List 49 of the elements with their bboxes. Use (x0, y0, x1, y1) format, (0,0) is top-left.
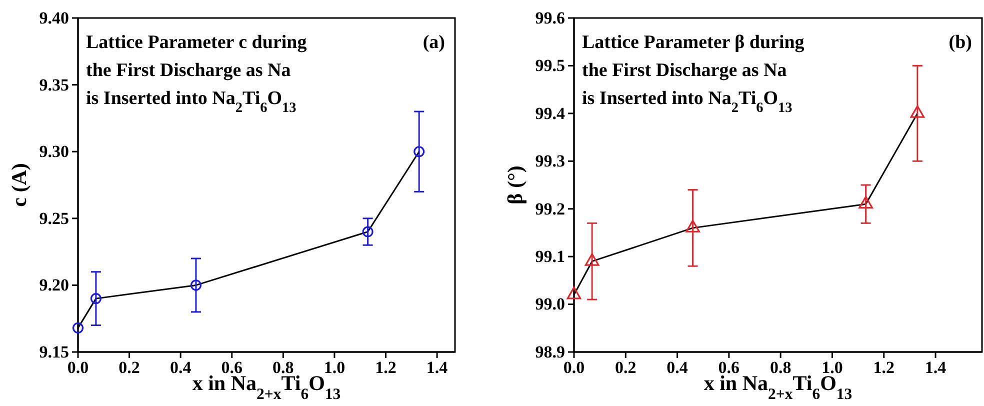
x-tick-label: 0.0 (563, 358, 585, 378)
y-tick-label: 99.2 (535, 199, 565, 218)
point (414, 146, 425, 158)
y-tick-label: 9.35 (39, 75, 69, 94)
y-tick-label: 99.0 (535, 294, 565, 314)
annotation: (b) (948, 32, 972, 53)
x-tick-label: 1.4 (426, 358, 448, 378)
point (858, 196, 873, 209)
y-tick-label: 99.6 (535, 8, 565, 28)
y-tick-label: 9.20 (39, 276, 69, 295)
annotation: (a) (422, 32, 445, 53)
point (90, 293, 102, 304)
point (72, 322, 84, 334)
x-tick-label: 0.4 (170, 358, 192, 378)
annotation: Lattice Parameter β during (582, 32, 805, 53)
y-axis-title: c (A) (7, 163, 31, 207)
y-axis-title: β (°) (503, 166, 527, 204)
x-tick-label: 1.0 (822, 358, 843, 378)
point (910, 105, 925, 118)
x-tick-label: 0.8 (272, 358, 294, 378)
y-tick-label: 99.5 (535, 56, 565, 76)
x-tick-label: 0.0 (67, 358, 89, 378)
y-tick-label: 99.4 (535, 104, 566, 123)
y-tick-label: 99.1 (535, 247, 565, 266)
x-tick-label: 1.2 (375, 358, 396, 378)
y-tick-label: 99.3 (535, 152, 565, 171)
y-tick-label: 9.25 (39, 208, 69, 228)
y-tick-label: 9.30 (39, 142, 69, 162)
y-tick-label: 9.40 (39, 8, 69, 28)
x-tick-label: 0.6 (221, 358, 243, 378)
y-tick-label: 98.9 (535, 342, 565, 362)
x-tick-label: 1.4 (924, 358, 947, 378)
annotation: is Inserted into Na$_{2}$Ti$_{6}$O$_{13}$ (582, 88, 792, 116)
point (686, 220, 700, 232)
x-tick-label: 0.2 (118, 358, 140, 378)
annotation: is Inserted into Na$_{2}$Ti$_{6}$O$_{13}$ (86, 88, 296, 116)
point (190, 280, 202, 291)
annotation: the First Discharge as Na (86, 60, 292, 81)
point (566, 286, 582, 300)
x-tick-label: 0.2 (615, 358, 636, 378)
point (362, 226, 374, 238)
annotation: Lattice Parameter c during (86, 32, 308, 53)
x-tick-label: 1.2 (873, 358, 894, 378)
y-tick-label: 9.15 (39, 342, 69, 362)
annotation: the First Discharge as Na (582, 60, 788, 81)
x-tick-label: 1.0 (324, 358, 346, 378)
x-tick-label: 0.4 (666, 358, 688, 378)
point (584, 253, 600, 266)
x-tick-label: 0.8 (770, 358, 792, 378)
